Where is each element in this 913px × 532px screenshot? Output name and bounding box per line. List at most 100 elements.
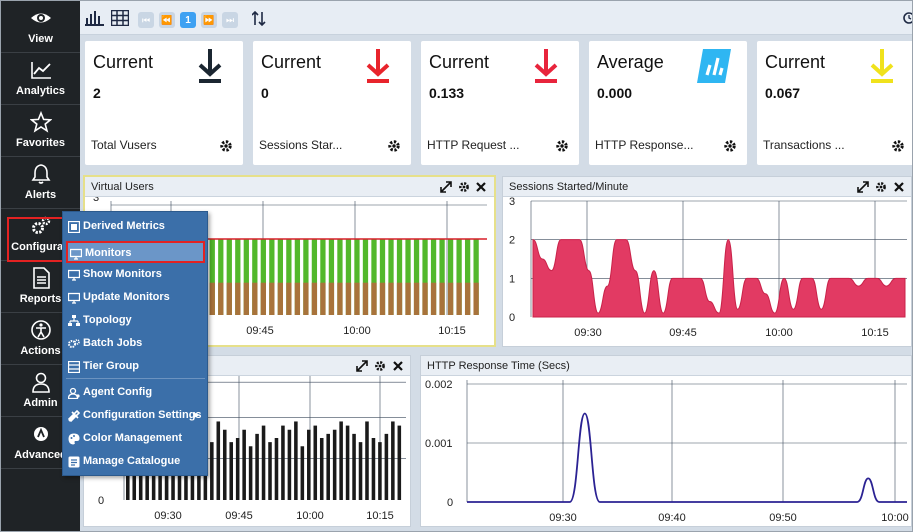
card-mode: Current [429,52,490,72]
menu-divider [66,378,205,379]
table-view-icon[interactable] [111,10,129,26]
card-value: 2 [93,85,101,101]
bar [332,429,337,500]
bar-brown [430,282,437,315]
menu-item-agent-config[interactable]: Agent Config [66,382,205,404]
bar-green [243,239,249,315]
menu-item-topology[interactable]: Topology [66,310,205,332]
derived-metrics-icon [67,220,81,234]
card-settings-icon[interactable] [723,139,737,153]
bar-brown [413,282,420,315]
bar [216,421,221,500]
star-icon [1,111,80,133]
bar-brown [218,282,224,315]
toolbar: ⏮ ⏪ 1 ⏩ ⏭ [80,1,913,35]
document-icon [1,267,80,289]
submenu-arrow-icon: ▸ [193,409,199,421]
bar [242,429,246,500]
expand-icon[interactable] [857,181,869,193]
x-tick-label: 10:00 [343,325,371,337]
sidebar-item-favorites[interactable]: Favorites [1,105,80,157]
bar-brown [405,282,411,315]
menu-item-label: Configuration Settings [83,409,202,421]
first-page-button[interactable]: ⏮ [138,12,154,28]
metric-card[interactable]: Current 0.067 Transactions ... [757,41,912,165]
menu-item-manage-catalogue[interactable]: Manage Catalogue [66,451,205,473]
metric-card[interactable]: Current 2 Total Vusers [85,41,243,165]
bar [210,442,214,500]
page-number[interactable]: 1 [180,12,196,28]
menu-item-label: Color Management [83,432,183,444]
bar-green [260,239,266,315]
close-icon[interactable] [392,360,404,372]
bar-green [311,239,318,315]
clock-icon[interactable] [903,12,913,24]
x-tick-label: 10:00 [765,327,793,339]
menu-item-derived-metrics[interactable]: Derived Metrics [66,216,205,238]
bar-green [379,239,386,315]
expand-icon[interactable] [356,360,368,372]
bar-green [328,239,335,315]
sidebar-item-analytics[interactable]: Analytics [1,53,80,105]
menu-item-color-management[interactable]: Color Management [66,428,205,450]
last-page-button[interactable]: ⏭ [222,12,238,28]
sidebar-item-view[interactable]: View [1,1,80,53]
bar-brown [456,282,462,315]
panel-header: Virtual Users [85,177,494,197]
next-page-button[interactable]: ⏩ [201,12,217,28]
advanced-icon [1,423,80,445]
panel-header: HTTP Response Time (Secs) [421,356,911,376]
settings-gear-icon[interactable] [458,181,470,193]
metric-card[interactable]: Current 0 Sessions Star... [253,41,411,165]
menu-item-show-monitors[interactable]: Show Monitors [66,264,205,286]
y-tick-label: 1 [509,273,515,285]
sidebar-item-advanced[interactable]: Advanced [1,417,80,469]
menu-item-monitors[interactable]: Monitors [66,241,205,263]
menu-item-update-monitors[interactable]: Update Monitors [66,287,205,309]
card-settings-icon[interactable] [387,139,401,153]
sort-icon[interactable] [252,11,266,27]
menu-item-configuration-settings[interactable]: Configuration Settings ▸ [66,405,205,427]
sidebar-item-admin[interactable]: Admin [1,365,80,417]
previous-page-button[interactable]: ⏪ [159,12,175,28]
menu-item-label: Manage Catalogue [83,455,181,467]
close-icon[interactable] [475,181,487,193]
bar [358,442,363,500]
card-value: 0.133 [429,85,465,101]
sidebar-item-actions[interactable]: Actions [1,313,80,365]
sidebar-item-label: Reports [19,293,62,305]
card-metric-name: Sessions Star... [259,138,343,152]
metric-card[interactable]: Current 0.133 HTTP Request ... [421,41,579,165]
y-tick-label: 0 [509,312,515,324]
transactions-chart: 0 09:30 09:45 10:00 10:15 [98,376,406,522]
y-tick-label: 0.001 [425,438,453,450]
y-tick-label: 0 [447,497,453,509]
bar-brown [260,282,266,315]
card-settings-icon[interactable] [891,139,905,153]
bar [397,425,402,500]
sidebar-item-alerts[interactable]: Alerts [1,157,80,209]
card-settings-icon[interactable] [219,139,233,153]
chart-view-icon[interactable] [85,10,105,26]
bar [255,433,259,500]
card-mode: Current [765,52,826,72]
catalogue-icon [68,456,80,468]
bar-brown [379,282,386,315]
card-settings-icon[interactable] [555,139,569,153]
metric-card[interactable]: Average 0.000 HTTP Response... [589,41,747,165]
sidebar-item-reports[interactable]: Reports [1,261,80,313]
expand-icon[interactable] [440,181,452,193]
menu-item-tier-group[interactable]: Tier Group [66,356,205,378]
download-arrow-icon [191,47,229,85]
settings-gear-icon[interactable] [374,360,386,372]
card-metric-name: HTTP Request ... [427,138,520,152]
menu-item-batch-jobs[interactable]: Batch Jobs [66,333,205,355]
bar-brown [354,282,360,315]
close-icon[interactable] [893,181,905,193]
bar-green [439,239,445,315]
bar-green [422,239,428,315]
card-mode: Average [597,52,664,72]
settings-gear-icon[interactable] [875,181,887,193]
bar-green [413,239,420,315]
bar-brown [328,282,335,315]
